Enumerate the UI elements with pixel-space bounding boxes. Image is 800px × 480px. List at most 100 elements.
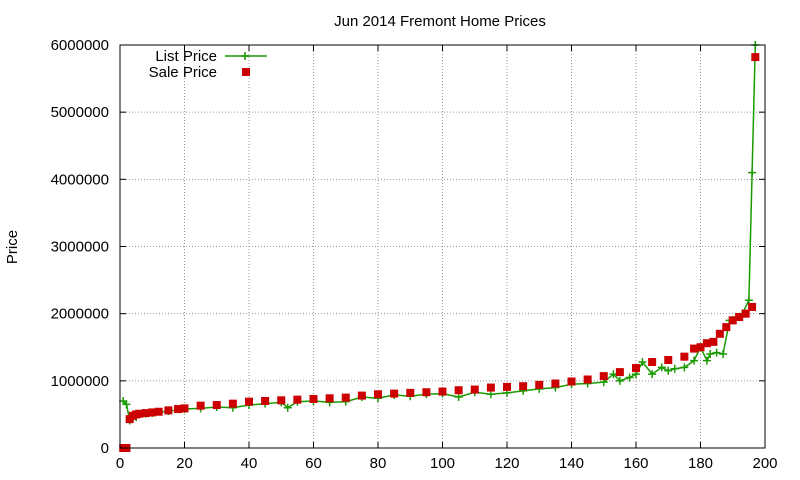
sale-price-point <box>664 356 673 365</box>
x-tick-label: 200 <box>752 455 777 472</box>
list-price-point <box>748 168 757 177</box>
legend-label-sale-price: Sale Price <box>149 64 217 81</box>
sale-price-point <box>680 352 689 361</box>
sale-price-point <box>728 316 737 325</box>
sale-price-point <box>148 408 157 417</box>
x-tick-label: 40 <box>241 455 258 472</box>
sale-price-point <box>702 339 711 348</box>
legend-marker-sale-price <box>242 68 250 76</box>
x-tick-label: 180 <box>688 455 713 472</box>
list-price-point <box>706 349 715 358</box>
list-price-point <box>122 400 131 409</box>
list-price-point <box>615 376 624 385</box>
plot-frame <box>119 44 766 449</box>
axis-ticks: 0 20 40 60 80 100 120 140 160 180 200 0 1000000 20000… <box>51 37 778 472</box>
grid <box>120 45 765 448</box>
sale-price-point <box>196 401 205 410</box>
sale-price-point <box>503 382 511 391</box>
x-tick-label: 60 <box>305 455 322 472</box>
sale-price-point <box>486 383 495 392</box>
sale-price-point <box>325 394 334 403</box>
sale-price-point <box>261 396 270 405</box>
list-price-point <box>712 348 721 357</box>
sale-price-point <box>632 364 640 373</box>
sale-price-point <box>154 407 163 416</box>
y-tick-label: 4000000 <box>51 171 109 188</box>
sale-price-point <box>715 329 724 338</box>
y-axis-label: Price <box>4 230 21 264</box>
sale-price-point <box>583 375 592 384</box>
list-price-point <box>283 403 292 412</box>
sale-price-point <box>309 394 318 403</box>
y-tick-label: 2000000 <box>51 306 109 323</box>
list-price-point <box>670 364 679 373</box>
sale-price-point <box>567 377 576 386</box>
list-price-point <box>486 390 495 399</box>
list-price-point <box>454 392 463 401</box>
legend: List Price Sale Price <box>149 48 267 81</box>
sale-price-point <box>648 358 657 367</box>
sale-price-point <box>751 53 760 62</box>
sale-price-point <box>690 344 699 353</box>
sale-price-point <box>180 404 189 413</box>
sale-price-point <box>135 409 144 418</box>
list-price-line <box>122 44 757 422</box>
list-price-point <box>657 363 666 372</box>
y-tick-label: 6000000 <box>51 37 109 54</box>
x-tick-label: 100 <box>430 455 455 472</box>
sale-price-point <box>374 390 382 399</box>
x-tick-label: 120 <box>494 455 519 472</box>
x-tick-label: 0 <box>116 455 124 472</box>
x-tick-label: 80 <box>370 455 387 472</box>
sale-price-point <box>741 309 750 318</box>
sale-price-point <box>174 405 183 414</box>
sale-price-point <box>212 401 221 410</box>
sale-price-point <box>277 396 286 405</box>
sale-price-point <box>535 380 544 389</box>
sale-price-point <box>722 323 731 332</box>
sale-price-point <box>748 302 757 311</box>
sale-price-point <box>599 372 608 381</box>
series-sale-price <box>119 53 760 452</box>
sale-price-point <box>735 313 744 322</box>
sale-price-point <box>519 382 528 391</box>
sale-price-point <box>551 379 560 388</box>
sale-price-point <box>406 388 415 397</box>
sale-price-point <box>709 337 718 346</box>
sale-price-point <box>228 399 237 408</box>
chart-title: Jun 2014 Fremont Home Prices <box>334 13 546 30</box>
list-price-point <box>648 370 657 379</box>
sale-price-point <box>245 397 253 406</box>
list-price-point <box>625 373 634 382</box>
list-price-point <box>702 356 711 365</box>
y-tick-label: 1000000 <box>51 373 109 390</box>
y-tick-label: 0 <box>101 440 109 457</box>
y-tick-label: 5000000 <box>51 104 109 121</box>
list-price-point <box>638 358 647 367</box>
y-tick-label: 3000000 <box>51 239 109 256</box>
sale-price-point <box>470 385 479 394</box>
list-price-point <box>664 366 673 375</box>
sale-price-point <box>293 395 302 404</box>
list-price-point <box>719 349 728 358</box>
list-price-point <box>680 363 689 372</box>
legend-label-list-price: List Price <box>155 48 217 65</box>
sale-price-point <box>438 387 447 396</box>
list-price-point <box>690 356 699 365</box>
sale-price-point <box>390 389 399 398</box>
list-price-point <box>744 296 753 305</box>
sale-price-point <box>422 388 431 397</box>
x-tick-label: 20 <box>176 455 193 472</box>
x-tick-label: 140 <box>559 455 584 472</box>
sale-price-point <box>164 406 173 415</box>
sale-price-point <box>696 343 705 352</box>
sale-price-point <box>141 409 150 418</box>
sale-price-point <box>357 391 366 400</box>
sale-price-point <box>341 393 350 402</box>
sale-price-point <box>615 368 624 377</box>
sale-price-point <box>454 386 463 395</box>
legend-marker-list-price <box>241 52 249 60</box>
series-list-price <box>119 41 760 425</box>
x-tick-label: 160 <box>623 455 648 472</box>
